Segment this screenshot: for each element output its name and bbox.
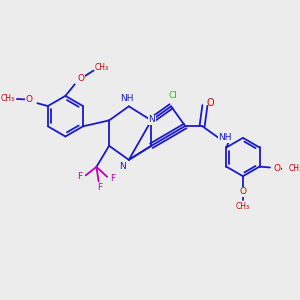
Text: NH: NH [218, 134, 232, 142]
Text: F: F [77, 172, 83, 181]
Text: N: N [148, 116, 155, 124]
Text: CH₃: CH₃ [94, 63, 108, 72]
Text: CH₃: CH₃ [289, 164, 300, 173]
Text: F: F [110, 174, 115, 183]
Text: N: N [119, 162, 126, 171]
Text: CH₃: CH₃ [236, 202, 250, 211]
Text: F: F [98, 183, 103, 192]
Text: O: O [207, 98, 214, 108]
Text: NH: NH [120, 94, 133, 103]
Text: O: O [274, 164, 281, 173]
Text: O: O [239, 187, 246, 196]
Text: Cl: Cl [168, 91, 177, 100]
Text: O: O [26, 95, 32, 104]
Text: CH₃: CH₃ [1, 94, 15, 103]
Text: O: O [78, 74, 85, 82]
